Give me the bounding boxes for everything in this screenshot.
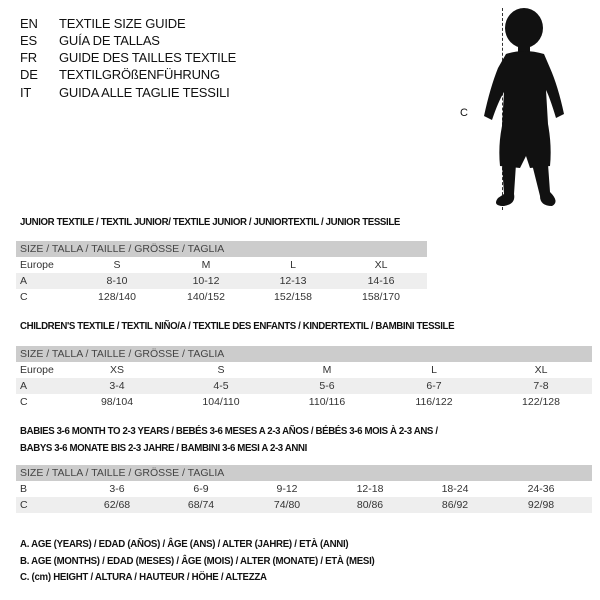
table-row: C 128/140 140/152 152/158 158/170	[20, 291, 400, 303]
babies-title-line1: BABIES 3-6 MONTH TO 2-3 YEARS / BEBÉS 3-…	[20, 425, 438, 437]
table-row: A 3-4 4-5 5-6 6-7 7-8	[16, 378, 592, 394]
table-row: A 8-10 10-12 12-13 14-16	[16, 273, 427, 289]
junior-title: JUNIOR TEXTILE / TEXTIL JUNIOR/ TEXTILE …	[20, 216, 400, 228]
height-line	[502, 8, 503, 210]
babies-title-line2: BABYS 3-6 MONATE BIS 2-3 JAHRE / BAMBINI…	[20, 442, 307, 454]
babies-size-table: SIZE / TALLA / TAILLE / GRÖSSE / TAGLIA …	[16, 465, 592, 513]
table-header: SIZE / TALLA / TAILLE / GRÖSSE / TAGLIA	[16, 346, 592, 362]
lang-de: DE TEXTILGRÖßENFÜHRUNG	[20, 67, 220, 82]
table-header: SIZE / TALLA / TAILLE / GRÖSSE / TAGLIA	[16, 241, 427, 257]
table-row: Europe XS S M L XL	[20, 364, 548, 376]
table-row: C 98/104 104/110 110/116 116/122 122/128	[20, 396, 560, 408]
lang-es: ES GUÍA DE TALLAS	[20, 33, 160, 48]
legend-a: A. AGE (YEARS) / EDAD (AÑOS) / ÂGE (ANS)…	[20, 538, 349, 550]
table-row: B 3-6 6-9 9-12 12-18 18-24 24-36	[20, 483, 555, 495]
table-header: SIZE / TALLA / TAILLE / GRÖSSE / TAGLIA	[16, 465, 592, 481]
child-silhouette-icon	[484, 8, 564, 206]
junior-size-table: SIZE / TALLA / TAILLE / GRÖSSE / TAGLIA …	[16, 241, 427, 305]
lang-en: EN TEXTILE SIZE GUIDE	[20, 16, 186, 31]
legend-b: B. AGE (MONTHS) / EDAD (MESES) / ÂGE (MO…	[20, 555, 375, 567]
table-row: Europe S M L XL	[20, 259, 388, 271]
legend-c: C. (cm) HEIGHT / ALTURA / HAUTEUR / HÖHE…	[20, 571, 267, 583]
children-title: CHILDREN'S TEXTILE / TEXTIL NIÑO/A / TEX…	[20, 320, 455, 332]
lang-fr: FR GUIDE DES TAILLES TEXTILE	[20, 50, 237, 65]
table-row: C 62/68 68/74 74/80 80/86 86/92 92/98	[16, 497, 592, 513]
height-label: C	[460, 107, 468, 119]
lang-it: IT GUIDA ALLE TAGLIE TESSILI	[20, 85, 230, 100]
children-size-table: SIZE / TALLA / TAILLE / GRÖSSE / TAGLIA …	[16, 346, 592, 410]
